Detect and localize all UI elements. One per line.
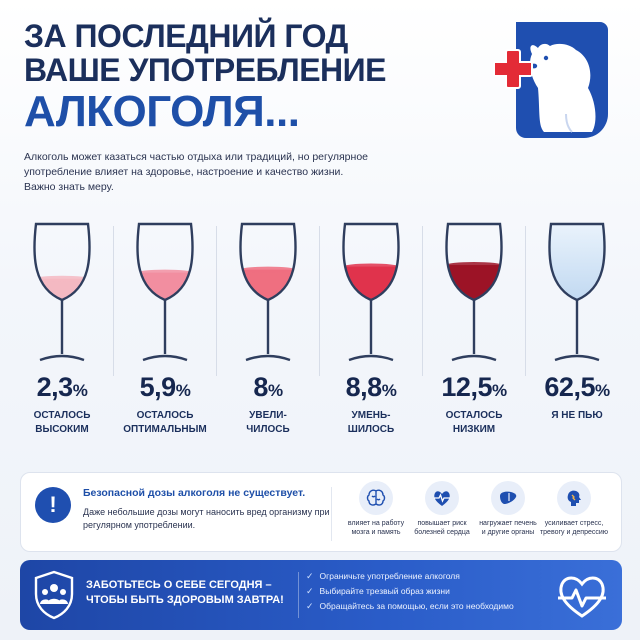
tip-item: ✓ Обращайтесь за помощью, если это необхо… (306, 599, 546, 614)
consumption-stats: 2,3% осталось высоким 5,9% осталось оптима… (12, 218, 628, 458)
wine-glass-icon (136, 222, 194, 362)
stat-value: 5,9 (139, 372, 177, 402)
check-icon: ✓ (306, 600, 314, 611)
heart-pulse-icon (425, 481, 459, 515)
effect-liver: нагружает печень и другие органы (471, 481, 545, 538)
stat-value: 8,8 (345, 372, 383, 402)
check-icon: ✓ (306, 585, 314, 596)
page-title: За последний год ваше употребление алког… (24, 18, 444, 137)
stat-percent: 62,5% (527, 372, 627, 403)
wine-glass-icon (342, 222, 400, 362)
stat-column: 5,9% осталось оптимальным (115, 218, 215, 436)
stat-caption: осталось высоким (33, 410, 91, 435)
call-to-action-banner: Заботьтесь о себе сегодня – чтобы быть з… (20, 560, 622, 630)
tip-text: Ограничьте употребление алкоголя (319, 571, 460, 582)
intro-text: Алкоголь может казаться частью отдыха ил… (24, 151, 368, 194)
red-cross-icon (493, 49, 533, 89)
tip-item: ✓ Выбирайте трезвый образ жизни (306, 584, 546, 599)
wine-level (137, 272, 193, 300)
stat-unit: % (175, 381, 191, 400)
stat-column: 8% увели- чилось (218, 218, 318, 436)
stat-caption: увели- чилось (246, 410, 290, 435)
stat-caption: умень- шилось (347, 410, 395, 435)
tip-item: ✓ Ограничьте употребление алкоголя (306, 569, 546, 584)
stat-caption: осталось оптимальным (123, 410, 207, 435)
effect-heart: повышает риск болезней сердца (405, 481, 479, 538)
column-divider (525, 226, 526, 376)
wine-glass-icon (239, 222, 297, 362)
column-divider (216, 226, 217, 376)
warning-divider (331, 487, 332, 541)
stat-caption: осталось низким (445, 410, 503, 435)
heart-pulse-icon (558, 576, 606, 618)
wine-level (446, 265, 502, 300)
effect-stress: усиливает стресс, тревогу и депрессию (537, 481, 611, 538)
stat-percent: 2,3% (12, 372, 112, 403)
effect-text: нагружает печень и другие органы (479, 520, 537, 537)
stat-percent: 5,9% (115, 372, 215, 403)
tip-text: Обращайтесь за помощью, если это необход… (319, 601, 514, 612)
brain-icon (359, 481, 393, 515)
wine-glass-icon (33, 222, 91, 362)
warning-title: Безопасной дозы алкоголя не существует. (83, 487, 306, 499)
warning-text: Даже небольшие дозы могут наносить вред … (83, 507, 330, 530)
stat-percent: 8,8% (321, 372, 421, 403)
stat-value: 8 (253, 372, 268, 402)
title-line-1: За последний год (24, 18, 348, 54)
tip-text: Выбирайте трезвый образ жизни (319, 586, 450, 597)
wine-glass-icon (445, 222, 503, 362)
warning-card: ! Безопасной дозы алкоголя не существует… (20, 472, 622, 552)
title-line-3: алкоголя... (24, 87, 300, 137)
column-divider (319, 226, 320, 376)
stat-unit: % (491, 381, 507, 400)
stress-head-icon (557, 481, 591, 515)
column-divider (422, 226, 423, 376)
stat-column: 8,8% умень- шилось (321, 218, 421, 436)
stat-caption: я не пью (551, 410, 603, 421)
tips-list: ✓ Ограничьте употребление алкоголя ✓ Выбир… (306, 569, 546, 614)
stat-column: 12,5% осталось низким (424, 218, 524, 436)
check-icon: ✓ (306, 571, 314, 581)
title-line-2: ваше употребление (24, 51, 387, 88)
stat-value: 12,5 (441, 372, 492, 402)
stat-unit: % (594, 381, 610, 400)
shield-people-icon (34, 570, 74, 620)
polar-bear-medical-cross-logo (493, 22, 608, 138)
stat-column: 2,3% осталось высоким (12, 218, 112, 436)
cta-divider (298, 572, 299, 618)
stat-unit: % (72, 381, 88, 400)
wine-level (240, 269, 296, 300)
effect-text: влияет на работу мозга и память (347, 520, 405, 537)
wine-level (34, 278, 90, 300)
wine-level (343, 266, 399, 300)
stat-percent: 8% (218, 372, 318, 403)
stat-value: 2,3 (36, 372, 74, 402)
stat-value: 62,5 (544, 372, 595, 402)
cta-title: Заботьтесь о себе сегодня – чтобы быть з… (86, 579, 284, 606)
stat-column: 62,5% я не пью (527, 218, 627, 423)
liver-icon (491, 481, 525, 515)
exclamation-icon: ! (35, 487, 71, 523)
column-divider (113, 226, 114, 376)
stat-unit: % (267, 381, 283, 400)
stat-unit: % (381, 381, 397, 400)
effect-text: повышает риск болезней сердца (414, 520, 470, 537)
effect-text: усиливает стресс, тревогу и депрессию (539, 520, 609, 537)
wine-glass-icon (548, 222, 606, 362)
stat-percent: 12,5% (424, 372, 524, 403)
effect-brain: влияет на работу мозга и память (339, 481, 413, 538)
